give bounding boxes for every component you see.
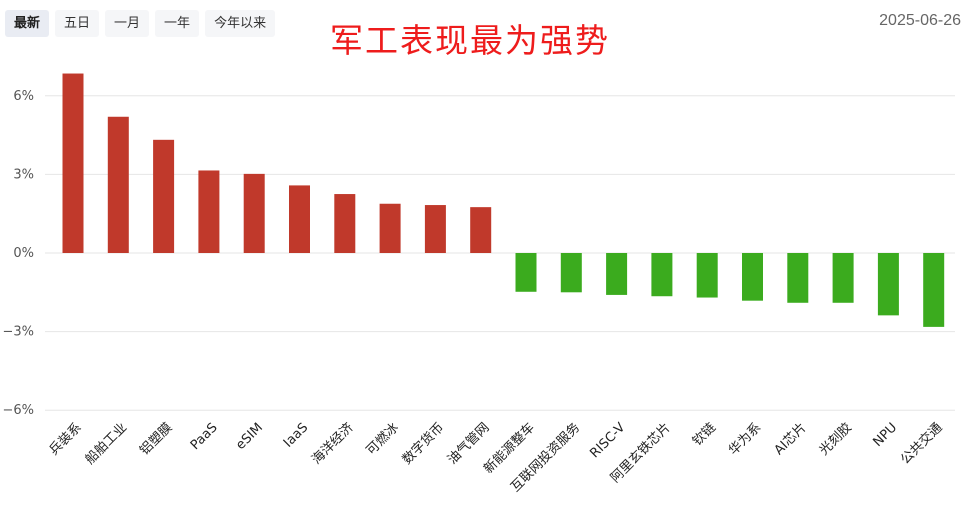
x-tick-label: 华为系 (726, 420, 764, 458)
y-tick-label: 3% (13, 167, 34, 182)
tab-latest[interactable]: 最新 (5, 10, 50, 37)
bar (560, 253, 582, 293)
bar (742, 253, 763, 301)
x-tick-label: 海洋经济 (309, 420, 356, 467)
x-tick-label: eSIM (233, 420, 266, 453)
tab-five-day[interactable]: 五日 (55, 10, 100, 37)
x-tick-label: PaaS (188, 420, 221, 453)
tab-ytd[interactable]: 今年以来 (205, 10, 276, 37)
y-tick-label: 6% (13, 89, 34, 104)
x-tick-label: 公共交通 (897, 420, 945, 468)
period-tabs: 最新 五日 一月 一年 今年以来 (5, 10, 276, 37)
bar (696, 253, 718, 298)
bar (515, 253, 537, 292)
bar (198, 170, 220, 253)
bar (379, 203, 401, 253)
bar (923, 253, 945, 327)
x-tick-label: 兵装系 (47, 420, 85, 458)
x-tick-label: 钦链 (690, 420, 719, 449)
bar (787, 253, 809, 303)
bar (832, 253, 854, 303)
x-tick-label: IaaS (281, 420, 311, 450)
tab-one-year[interactable]: 一年 (155, 10, 200, 37)
bar (289, 185, 310, 253)
date-label: 2025-06-26 (879, 12, 961, 29)
y-tick-label: −3% (2, 325, 34, 340)
x-tick-label: NPU (870, 420, 900, 450)
y-tick-label: 0% (13, 246, 34, 261)
headline: 军工表现最为强势 (330, 21, 610, 60)
x-tick-label: 船舶工业 (82, 420, 130, 468)
bar (107, 116, 129, 253)
tab-one-month[interactable]: 一月 (105, 10, 150, 37)
bar (334, 194, 356, 253)
bar (877, 253, 899, 316)
bar (153, 139, 175, 253)
bar (62, 73, 84, 253)
x-tick-label: 油气管网 (444, 420, 492, 468)
bar (470, 207, 492, 253)
x-tick-label: 光刻胶 (816, 420, 855, 459)
y-tick-label: −6% (2, 403, 34, 418)
x-tick-label: AI芯片 (772, 420, 810, 458)
x-tick-label: 铝塑膜 (137, 420, 175, 458)
bar (424, 205, 446, 253)
x-tick-label: 可燃冰 (363, 420, 402, 459)
x-tick-label: 数字货币 (399, 420, 447, 468)
bar (243, 173, 265, 253)
x-tick-label: RISC-V (587, 420, 628, 461)
bar (651, 253, 673, 297)
bar (606, 253, 628, 295)
